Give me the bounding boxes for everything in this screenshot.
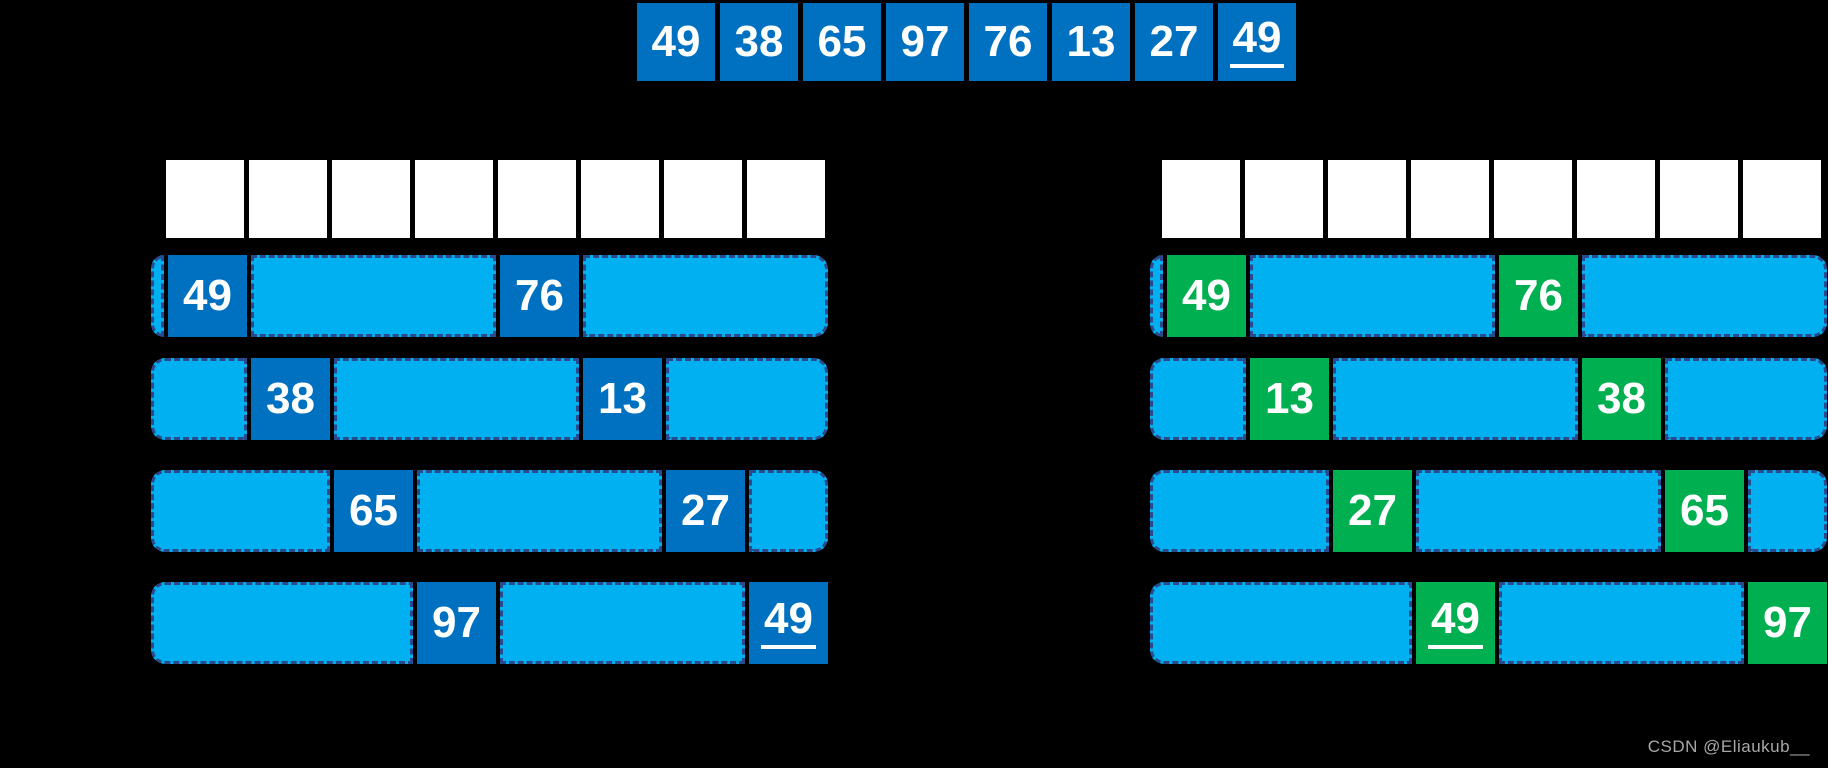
empty-slot: [1577, 160, 1655, 238]
value-cell-green: 49: [1167, 255, 1246, 337]
bar-segment: [1748, 470, 1827, 552]
right-empty-slot-row: [1162, 160, 1821, 238]
bar-segment: [251, 255, 496, 337]
top-array-cell: 97: [886, 3, 964, 81]
bar-segment: [417, 470, 662, 552]
bar-segment: [1250, 255, 1495, 337]
bar-segment: [1416, 470, 1661, 552]
empty-slot: [1328, 160, 1406, 238]
bar-segment: [1499, 582, 1744, 664]
cell-value: 97: [900, 17, 950, 66]
right-bar-row-2: 13 38: [1148, 358, 1828, 440]
bar-segment: [151, 358, 247, 440]
top-array-cell: 38: [720, 3, 798, 81]
right-bar-row-1: 49 76: [1148, 255, 1828, 337]
left-bar-row-2: 38 13: [149, 358, 830, 440]
bar-segment: [666, 358, 828, 440]
left-empty-slot-row: [166, 160, 825, 238]
cell-value: 49: [1229, 16, 1285, 68]
cell-value: 49: [651, 17, 701, 66]
bar-segment: [1665, 358, 1827, 440]
top-array-cell: 27: [1135, 3, 1213, 81]
value-cell-blue: 76: [500, 255, 579, 337]
value-cell-green-underlined: 49: [1416, 582, 1495, 664]
cell-value: 49: [761, 597, 816, 649]
top-array-cell-underlined: 49: [1218, 3, 1296, 81]
bar-segment: [1150, 582, 1412, 664]
cell-value: 13: [1265, 374, 1314, 423]
top-array: 49 38 65 97 76 13 27 49: [637, 3, 1296, 81]
top-array-cell: 49: [637, 3, 715, 81]
value-cell-blue: 65: [334, 470, 413, 552]
empty-slot: [1494, 160, 1572, 238]
cell-value: 38: [266, 374, 315, 423]
bar-segment: [1150, 255, 1163, 337]
empty-slot: [1162, 160, 1240, 238]
value-cell-blue: 97: [417, 582, 496, 664]
cell-value: 13: [1066, 17, 1116, 66]
cell-value: 97: [1763, 598, 1812, 647]
right-bar-row-3: 27 65: [1148, 470, 1828, 552]
empty-slot: [415, 160, 493, 238]
cell-value: 38: [734, 17, 784, 66]
bar-segment: [749, 470, 828, 552]
left-bar-row-3: 65 27: [149, 470, 830, 552]
value-cell-green: 76: [1499, 255, 1578, 337]
top-array-cell: 65: [803, 3, 881, 81]
cell-value: 27: [1348, 486, 1397, 535]
empty-slot: [664, 160, 742, 238]
value-cell-green: 65: [1665, 470, 1744, 552]
cell-value: 49: [1182, 271, 1231, 320]
bar-segment: [500, 582, 745, 664]
empty-slot: [1743, 160, 1821, 238]
empty-slot: [747, 160, 825, 238]
cell-value: 65: [817, 17, 867, 66]
bar-segment: [1333, 358, 1578, 440]
cell-value: 49: [183, 271, 232, 320]
top-array-cell: 76: [969, 3, 1047, 81]
value-cell-green: 27: [1333, 470, 1412, 552]
value-cell-green: 97: [1748, 582, 1827, 664]
value-cell-blue-underlined: 49: [749, 582, 828, 664]
bar-segment: [1150, 358, 1246, 440]
bar-segment: [151, 582, 413, 664]
top-array-cell: 13: [1052, 3, 1130, 81]
value-cell-blue: 27: [666, 470, 745, 552]
cell-value: 97: [432, 598, 481, 647]
cell-value: 76: [515, 271, 564, 320]
bar-segment: [151, 255, 164, 337]
right-bar-row-4: 49 97: [1148, 582, 1828, 664]
cell-value: 38: [1597, 374, 1646, 423]
empty-slot: [166, 160, 244, 238]
bar-segment: [583, 255, 828, 337]
empty-slot: [1660, 160, 1738, 238]
value-cell-blue: 38: [251, 358, 330, 440]
cell-value: 27: [681, 486, 730, 535]
cell-value: 65: [349, 486, 398, 535]
cell-value: 76: [983, 17, 1033, 66]
empty-slot: [498, 160, 576, 238]
value-cell-blue: 49: [168, 255, 247, 337]
empty-slot: [332, 160, 410, 238]
bar-segment: [151, 470, 330, 552]
cell-value: 13: [598, 374, 647, 423]
bar-segment: [1582, 255, 1827, 337]
bar-segment: [1150, 470, 1329, 552]
empty-slot: [1245, 160, 1323, 238]
value-cell-green: 13: [1250, 358, 1329, 440]
empty-slot: [249, 160, 327, 238]
cell-value: 49: [1428, 597, 1483, 649]
bar-segment: [334, 358, 579, 440]
csdn-watermark: CSDN @Eliaukub__: [1647, 737, 1810, 756]
cell-value: 27: [1149, 17, 1199, 66]
value-cell-blue: 13: [583, 358, 662, 440]
cell-value: 65: [1680, 486, 1729, 535]
empty-slot: [1411, 160, 1489, 238]
value-cell-green: 38: [1582, 358, 1661, 440]
left-bar-row-4: 97 49: [149, 582, 830, 664]
cell-value: 76: [1514, 271, 1563, 320]
empty-slot: [581, 160, 659, 238]
left-bar-row-1: 49 76: [149, 255, 830, 337]
